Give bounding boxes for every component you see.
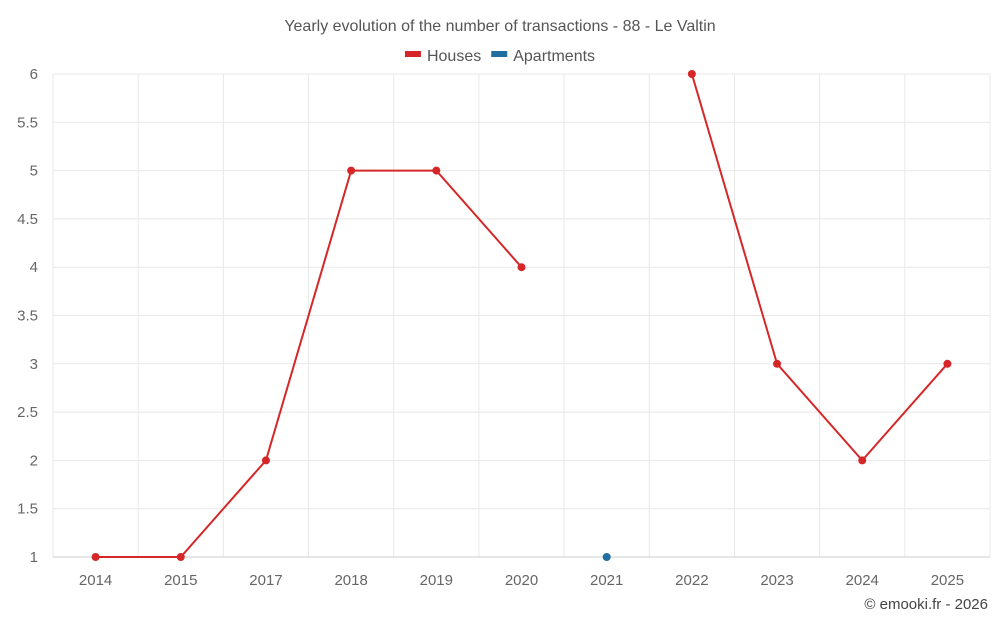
legend-label: Houses [427,48,481,65]
y-tick-label: 1 [30,549,38,566]
y-tick-label: 1.5 [17,501,38,518]
series-layer [91,70,952,561]
y-tick-label: 6 [30,66,38,83]
y-tick-label: 2 [30,452,38,469]
data-point[interactable] [261,456,270,465]
y-axis-ticks: 1 1.5 2 2.5 3 3.5 4 4.5 5 5.5 6 [17,66,38,566]
legend-swatch [404,51,421,57]
y-tick-label: 4 [30,259,38,276]
legend-label: Apartments [513,48,595,65]
legend-item-apartments[interactable]: Apartments [491,48,595,65]
legend-swatch [491,51,508,57]
x-tick-label: 2014 [79,572,112,589]
data-point[interactable] [347,166,356,175]
y-tick-label: 4.5 [17,211,38,228]
x-tick-label: 2017 [249,572,282,589]
x-tick-label: 2018 [334,572,367,589]
data-point[interactable] [176,553,185,561]
data-point[interactable] [517,263,526,272]
x-tick-label: 2019 [420,572,453,589]
data-point[interactable] [432,166,441,175]
data-point[interactable] [602,553,611,561]
data-point[interactable] [91,553,100,561]
data-point[interactable] [687,70,696,78]
x-axis-ticks: 2014 2015 2017 2018 2019 2020 2021 2022 2023 2024… [79,572,964,589]
x-tick-label: 2023 [760,572,793,589]
series-line [95,169,523,558]
x-tick-label: 2021 [590,572,623,589]
chart-title: Yearly evolution of the number of transa… [284,18,715,35]
series-houses [91,70,952,561]
x-tick-label: 2025 [931,572,964,589]
series-line [690,73,949,462]
x-tick-label: 2015 [164,572,197,589]
grid-horizontal [53,73,990,510]
legend: Houses Apartments [404,48,595,65]
x-tick-label: 2020 [505,572,538,589]
credit-text: © emooki.fr - 2026 [864,596,988,613]
legend-item-houses[interactable]: Houses [404,48,481,65]
series-apartments [602,553,611,561]
data-point[interactable] [858,456,867,465]
x-tick-label: 2022 [675,572,708,589]
y-tick-label: 3.5 [17,308,38,325]
data-point[interactable] [943,359,952,368]
y-tick-label: 2.5 [17,404,38,421]
y-tick-label: 5.5 [17,114,38,131]
y-tick-label: 3 [30,356,38,373]
x-tick-label: 2024 [846,572,879,589]
data-point[interactable] [773,359,782,368]
y-tick-label: 5 [30,163,38,180]
